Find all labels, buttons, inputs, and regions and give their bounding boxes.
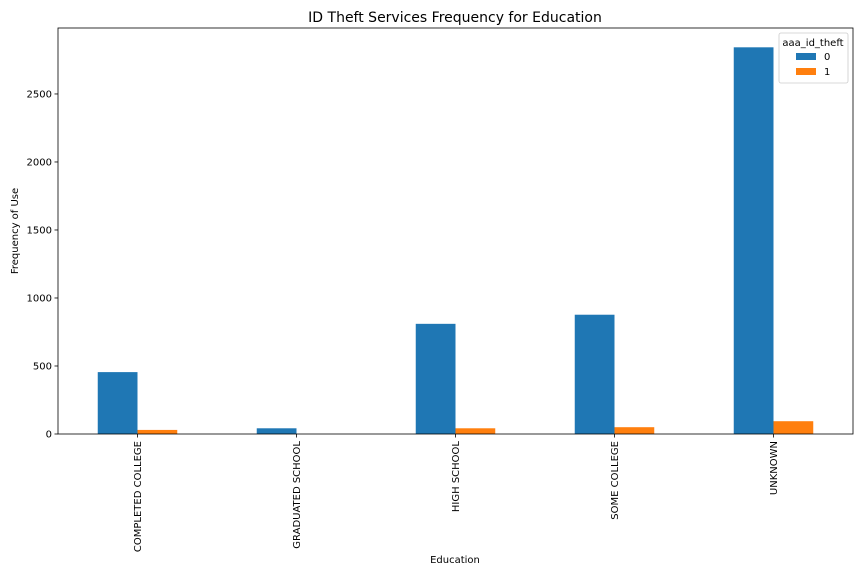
bar-series-0-unknown [733,47,774,435]
x-axis: COMPLETED COLLEGE GRADUATED SCHOOL HIGH SC… [133,434,780,552]
legend-swatch-0 [796,53,816,60]
x-tick-label: GRADUATED SCHOOL [292,441,303,549]
bar-series-1-completed-college [137,429,178,434]
y-tick-label: 1000 [27,293,52,304]
bar-series-1-unknown [773,421,814,434]
y-tick-label: 0 [46,430,52,441]
bar-series-0-some-college [574,314,615,434]
x-tick-label: UNKNOWN [769,441,780,495]
y-tick-label: 500 [33,361,52,372]
legend-title: aaa_id_theft [782,38,843,49]
x-tick-label: SOME COLLEGE [610,441,621,520]
legend-label-1: 1 [824,67,830,78]
legend: aaa_id_theft 01 [778,32,849,84]
legend-items: 01 [796,52,830,78]
x-tick-label: COMPLETED COLLEGE [133,441,144,552]
legend-swatch-1 [796,68,816,75]
x-tick-label: HIGH SCHOOL [451,441,462,513]
y-tick-label: 2000 [27,157,52,168]
chart-title: ID Theft Services Frequency for Educatio… [308,10,602,26]
bar-series-1-high-school [455,428,496,434]
bar-series-0-graduated-school [256,428,297,434]
y-axis-label: Frequency of Use [10,188,21,274]
x-axis-label: Education [430,555,480,566]
y-tick-label: 1500 [27,225,52,236]
bar-series-0-high-school [415,323,456,434]
bar-series-0-completed-college [97,372,138,434]
bars-layer [97,47,814,435]
y-tick-label: 2500 [27,89,52,100]
bar-series-1-some-college [614,427,655,434]
legend-label-0: 0 [824,52,830,63]
y-axis: 0 500 1000 1500 2000 2500 [27,89,58,441]
